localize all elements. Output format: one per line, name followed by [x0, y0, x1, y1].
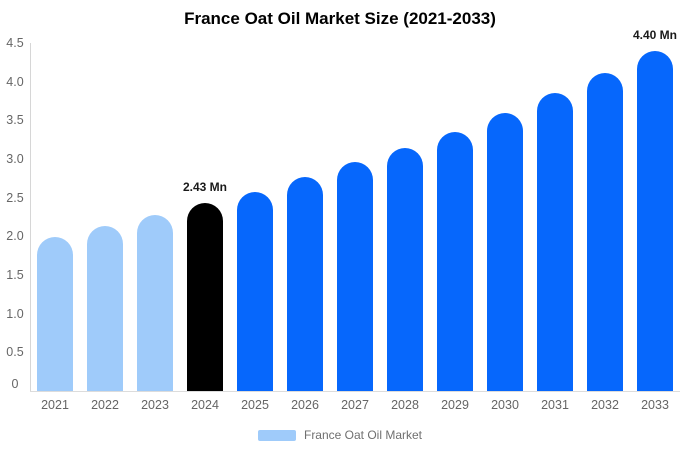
bar-2030[interactable]: [487, 112, 523, 391]
y-tick-label: 2.0: [6, 229, 24, 244]
x-tick-label: 2028: [391, 398, 419, 412]
y-tick-label: 3.0: [6, 152, 24, 166]
x-tick-label: 2024: [191, 398, 219, 412]
data-label-2024: 2.43 Mn: [182, 180, 227, 195]
x-tick-label: 2030: [491, 398, 519, 412]
bar-2029[interactable]: [437, 131, 473, 391]
y-tick-label: 3.5: [6, 113, 24, 128]
y-tick-label: 0: [11, 376, 19, 391]
bar-2027[interactable]: [337, 162, 373, 391]
bar-2024[interactable]: [187, 203, 223, 391]
bar-2033[interactable]: [637, 50, 673, 391]
bar-2028[interactable]: [387, 148, 423, 391]
bar-2025[interactable]: [237, 192, 273, 391]
y-axis-line: [30, 43, 31, 391]
bar-2021[interactable]: [37, 237, 73, 391]
y-tick-label: 0.5: [6, 345, 24, 360]
bar-2026[interactable]: [287, 176, 323, 391]
legend-label: France Oat Oil Market: [303, 428, 423, 442]
bar-2032[interactable]: [587, 73, 623, 391]
x-tick-label: 2026: [291, 398, 319, 412]
x-tick-label: 2027: [341, 398, 369, 412]
legend-swatch: [257, 429, 296, 441]
x-tick-label: 2033: [641, 398, 669, 412]
y-tick-label: 2.5: [6, 190, 24, 205]
x-tick-label: 2031: [541, 398, 569, 412]
bar-2023[interactable]: [137, 214, 173, 391]
data-label-2033: 4.40 Mn: [632, 27, 677, 42]
y-tick-label: 1.0: [6, 306, 24, 321]
chart-title: France Oat Oil Market Size (2021-2033): [184, 9, 496, 28]
y-tick-label: 1.5: [6, 268, 24, 282]
x-tick-label: 2029: [441, 398, 469, 412]
x-tick-label: 2023: [141, 398, 169, 412]
x-axis-line: [30, 391, 680, 392]
y-tick-label: 4.0: [6, 74, 24, 89]
bar-2022[interactable]: [87, 226, 123, 391]
y-tick-label: 4.5: [6, 36, 24, 50]
bar-2031[interactable]: [537, 93, 573, 391]
legend-item[interactable]: France Oat Oil Market: [0, 425, 680, 445]
x-tick-label: 2021: [41, 398, 69, 412]
x-tick-label: 2032: [591, 398, 619, 412]
x-tick-label: 2025: [241, 398, 269, 412]
x-tick-label: 2022: [91, 398, 119, 412]
